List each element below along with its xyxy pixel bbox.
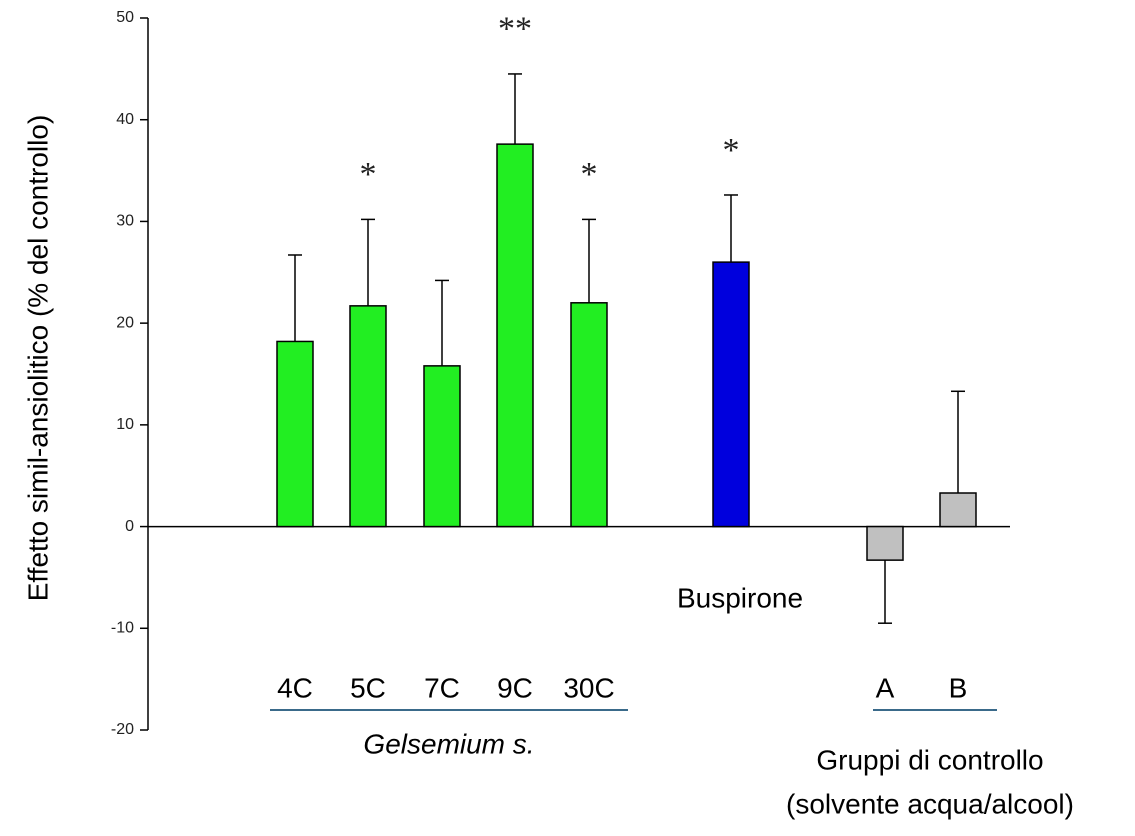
bar bbox=[570, 302, 608, 528]
y-tick-label: 0 bbox=[125, 518, 134, 535]
significance-label: ** bbox=[498, 11, 532, 48]
bar bbox=[276, 340, 314, 528]
x-tick-label: B bbox=[949, 672, 968, 703]
x-tick-label: 5C bbox=[350, 672, 386, 703]
x-tick-label: 30C bbox=[563, 672, 614, 703]
significance-label: * bbox=[723, 132, 740, 169]
y-tick-label: -20 bbox=[111, 721, 134, 738]
y-tick-label: -10 bbox=[111, 620, 134, 637]
significance-label: * bbox=[360, 156, 377, 193]
bar bbox=[349, 305, 387, 528]
y-tick-label: 40 bbox=[116, 111, 134, 128]
y-tick-label: 30 bbox=[116, 213, 134, 230]
x-tick-label: 4C bbox=[277, 672, 313, 703]
bar bbox=[712, 261, 750, 528]
significance-label: * bbox=[581, 156, 598, 193]
group-label: Gelsemium s. bbox=[363, 728, 534, 759]
x-tick-label: 9C bbox=[497, 672, 533, 703]
y-tick-label: 50 bbox=[116, 9, 134, 26]
group-label: Gruppi di controllo bbox=[816, 744, 1043, 775]
bar bbox=[423, 365, 461, 528]
x-tick-label: A bbox=[876, 672, 895, 703]
y-tick-label: 10 bbox=[116, 416, 134, 433]
x-tick-label: Buspirone bbox=[677, 582, 803, 613]
bar bbox=[866, 525, 904, 561]
bar bbox=[496, 143, 534, 528]
x-tick-label: 7C bbox=[424, 672, 460, 703]
y-tick-label: 20 bbox=[116, 314, 134, 331]
group-label: (solvente acqua/alcool) bbox=[786, 788, 1074, 819]
y-axis-label: Effetto simil-ansiolitico (% del control… bbox=[22, 115, 53, 602]
bar bbox=[939, 492, 977, 528]
